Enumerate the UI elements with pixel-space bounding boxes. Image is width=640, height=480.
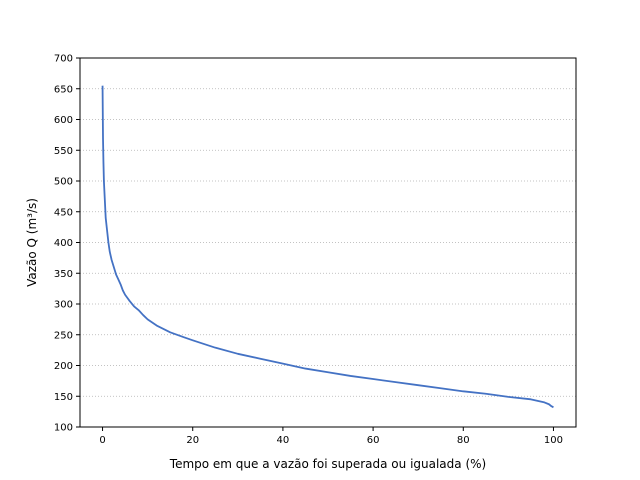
x-tick-label: 40 (277, 435, 290, 446)
y-tick-label: 350 (54, 269, 73, 280)
x-axis-label: Tempo em que a vazão foi superada ou igu… (169, 457, 486, 471)
y-tick-label: 250 (54, 330, 73, 341)
x-tick-label: 80 (457, 435, 470, 446)
x-tick-label: 0 (99, 435, 105, 446)
y-tick-label: 450 (54, 207, 73, 218)
x-tick-label: 20 (186, 435, 199, 446)
y-tick-label: 700 (54, 54, 73, 65)
plot-frame (79, 57, 577, 428)
y-tick-label: 150 (54, 392, 73, 403)
y-axis-label: Vazão Q (m³/s) (25, 198, 39, 287)
y-tick-label: 550 (54, 146, 73, 157)
x-tick-label: 100 (544, 435, 563, 446)
y-tick-label: 200 (54, 361, 73, 372)
y-tick-label: 300 (54, 300, 73, 311)
y-axis-ticks: 100 150 200 250 300 350 400 450 500 550 600 650 700 (54, 54, 80, 434)
x-axis-ticks: 0 20 40 60 80 100 (99, 427, 563, 446)
y-tick-label: 650 (54, 84, 73, 95)
y-tick-label: 100 (54, 423, 73, 434)
series-line (101, 85, 554, 409)
series-layer (101, 85, 554, 409)
y-tick-label: 400 (54, 238, 73, 249)
y-tick-label: 500 (54, 177, 73, 188)
y-tick-label: 600 (54, 115, 73, 126)
x-tick-label: 60 (367, 435, 380, 446)
